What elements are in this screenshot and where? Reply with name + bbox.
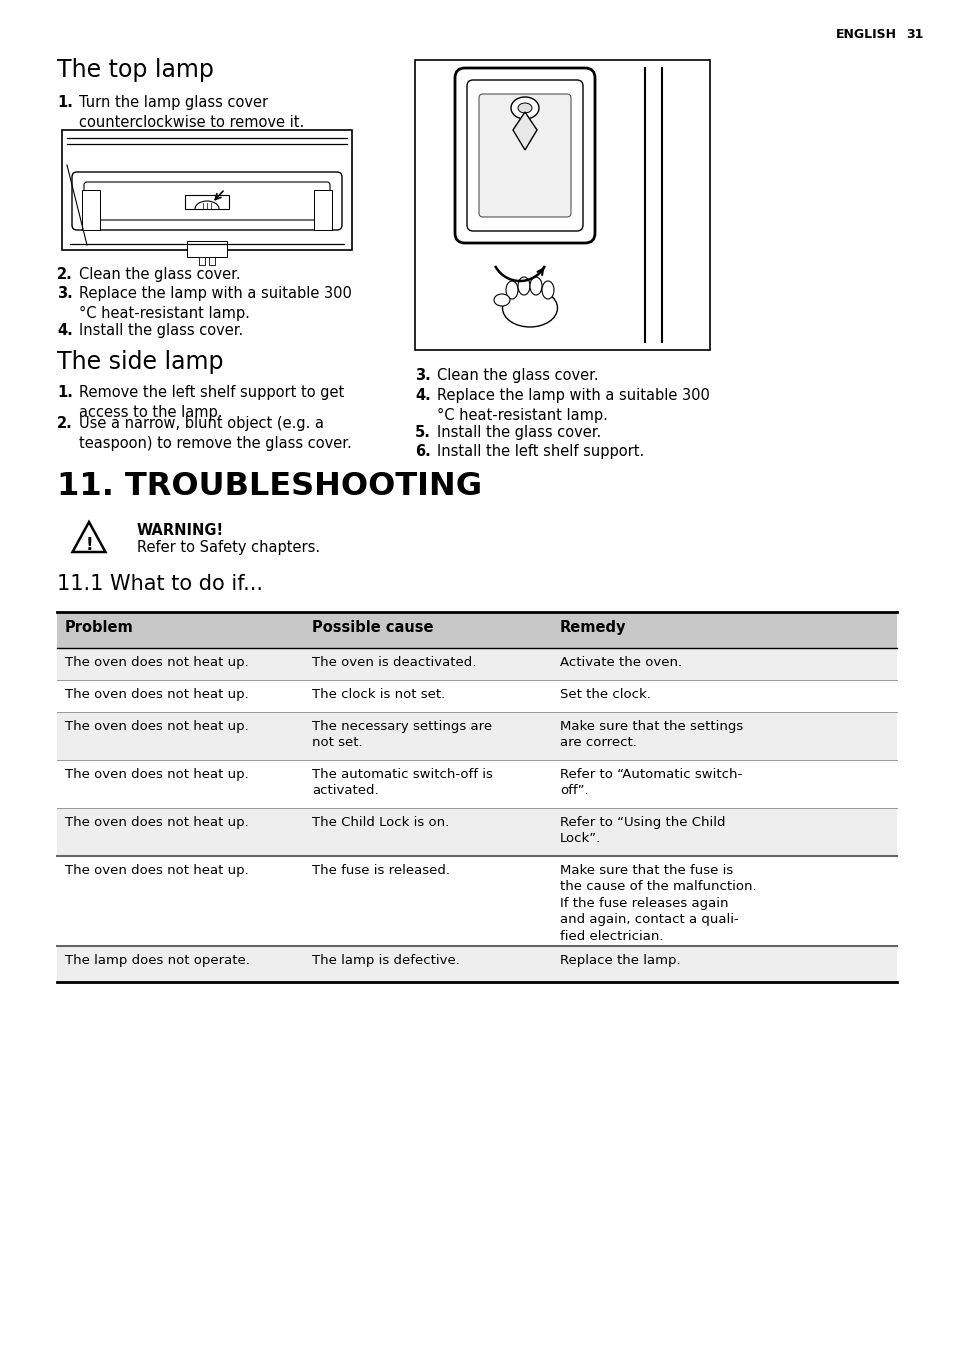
Bar xyxy=(57,808,896,856)
FancyBboxPatch shape xyxy=(71,172,341,230)
Text: Replace the lamp with a suitable 300
°C heat-resistant lamp.: Replace the lamp with a suitable 300 °C … xyxy=(79,286,352,321)
Text: Refer to Safety chapters.: Refer to Safety chapters. xyxy=(137,540,320,555)
FancyBboxPatch shape xyxy=(84,181,330,219)
Text: 3.: 3. xyxy=(415,368,431,383)
Text: Problem: Problem xyxy=(65,620,133,635)
Text: The clock is not set.: The clock is not set. xyxy=(312,688,445,701)
Bar xyxy=(57,649,896,680)
Ellipse shape xyxy=(541,282,554,299)
Text: 11. TROUBLESHOOTING: 11. TROUBLESHOOTING xyxy=(57,471,481,502)
Text: 4.: 4. xyxy=(57,324,72,338)
Text: 1.: 1. xyxy=(57,385,72,399)
Bar xyxy=(82,190,100,230)
Text: 2.: 2. xyxy=(57,267,72,282)
Bar xyxy=(57,946,896,982)
Text: Turn the lamp glass cover
counterclockwise to remove it.: Turn the lamp glass cover counterclockwi… xyxy=(79,95,304,130)
Bar xyxy=(314,190,332,230)
Bar xyxy=(62,130,352,250)
Bar xyxy=(187,241,227,257)
Text: 3.: 3. xyxy=(57,286,72,301)
Text: Activate the oven.: Activate the oven. xyxy=(559,655,681,669)
Text: The oven does not heat up.: The oven does not heat up. xyxy=(65,655,249,669)
Text: The oven does not heat up.: The oven does not heat up. xyxy=(65,720,249,733)
Ellipse shape xyxy=(505,282,517,299)
Text: Remove the left shelf support to get
access to the lamp.: Remove the left shelf support to get acc… xyxy=(79,385,344,420)
Ellipse shape xyxy=(517,103,532,112)
Bar xyxy=(185,195,229,209)
Text: 31: 31 xyxy=(905,28,923,41)
FancyBboxPatch shape xyxy=(467,80,582,232)
Bar xyxy=(57,680,896,712)
Text: The lamp does not operate.: The lamp does not operate. xyxy=(65,955,250,967)
Text: Make sure that the settings
are correct.: Make sure that the settings are correct. xyxy=(559,720,742,750)
Text: The oven does not heat up.: The oven does not heat up. xyxy=(65,688,249,701)
Text: 11.1 What to do if...: 11.1 What to do if... xyxy=(57,574,263,594)
Text: ENGLISH: ENGLISH xyxy=(835,28,896,41)
Text: The Child Lock is on.: The Child Lock is on. xyxy=(312,816,449,829)
Text: Install the glass cover.: Install the glass cover. xyxy=(436,425,600,440)
Bar xyxy=(57,612,896,649)
Text: WARNING!: WARNING! xyxy=(137,523,224,538)
Bar xyxy=(415,60,709,349)
Text: Install the glass cover.: Install the glass cover. xyxy=(79,324,243,338)
Text: The oven does not heat up.: The oven does not heat up. xyxy=(65,768,249,781)
Text: Refer to “Automatic switch-
off”.: Refer to “Automatic switch- off”. xyxy=(559,768,741,798)
Text: Remedy: Remedy xyxy=(559,620,626,635)
Text: 6.: 6. xyxy=(415,444,431,459)
Text: The oven does not heat up.: The oven does not heat up. xyxy=(65,864,249,877)
FancyBboxPatch shape xyxy=(455,68,595,242)
Text: The oven is deactivated.: The oven is deactivated. xyxy=(312,655,476,669)
Text: 1.: 1. xyxy=(57,95,72,110)
Text: The automatic switch-off is
activated.: The automatic switch-off is activated. xyxy=(312,768,493,798)
Text: The top lamp: The top lamp xyxy=(57,58,213,83)
Polygon shape xyxy=(513,112,537,150)
Bar xyxy=(209,257,214,265)
Bar xyxy=(57,712,896,760)
Text: The fuse is released.: The fuse is released. xyxy=(312,864,450,877)
Bar xyxy=(57,856,896,946)
Bar xyxy=(199,257,205,265)
FancyBboxPatch shape xyxy=(478,93,571,217)
Text: Set the clock.: Set the clock. xyxy=(559,688,650,701)
Text: Refer to “Using the Child
Lock”.: Refer to “Using the Child Lock”. xyxy=(559,816,724,845)
Text: Replace the lamp with a suitable 300
°C heat-resistant lamp.: Replace the lamp with a suitable 300 °C … xyxy=(436,389,709,422)
Text: 4.: 4. xyxy=(415,389,431,403)
Text: Clean the glass cover.: Clean the glass cover. xyxy=(436,368,598,383)
Text: The necessary settings are
not set.: The necessary settings are not set. xyxy=(312,720,492,750)
Text: !: ! xyxy=(85,536,92,554)
Ellipse shape xyxy=(517,278,530,295)
Polygon shape xyxy=(72,523,106,552)
Text: 5.: 5. xyxy=(415,425,431,440)
Text: Possible cause: Possible cause xyxy=(312,620,433,635)
Text: Make sure that the fuse is
the cause of the malfunction.
If the fuse releases ag: Make sure that the fuse is the cause of … xyxy=(559,864,756,942)
Text: Clean the glass cover.: Clean the glass cover. xyxy=(79,267,240,282)
Text: 2.: 2. xyxy=(57,416,72,431)
Bar xyxy=(57,760,896,808)
Ellipse shape xyxy=(502,288,557,328)
Ellipse shape xyxy=(530,278,541,295)
Text: The oven does not heat up.: The oven does not heat up. xyxy=(65,816,249,829)
Ellipse shape xyxy=(494,294,510,306)
Text: The side lamp: The side lamp xyxy=(57,349,223,374)
Text: The lamp is defective.: The lamp is defective. xyxy=(312,955,459,967)
Text: Replace the lamp.: Replace the lamp. xyxy=(559,955,679,967)
Text: Use a narrow, blunt object (e.g. a
teaspoon) to remove the glass cover.: Use a narrow, blunt object (e.g. a teasp… xyxy=(79,416,352,451)
Text: Install the left shelf support.: Install the left shelf support. xyxy=(436,444,643,459)
Ellipse shape xyxy=(511,97,538,119)
